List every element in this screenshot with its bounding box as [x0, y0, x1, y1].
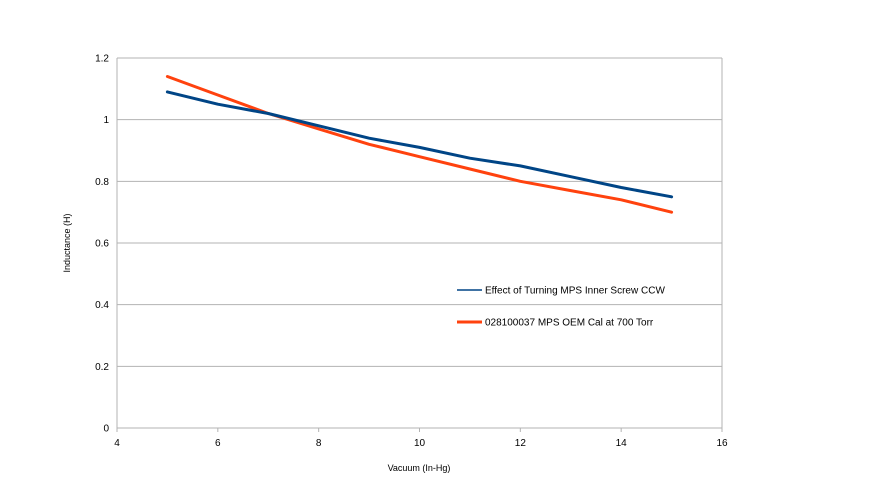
- y-tick-labels: 0 0.2 0.4 0.6 0.8 1 1.2: [95, 54, 109, 435]
- x-tick-label-6: 16: [716, 438, 728, 449]
- y-tick-label-2: 0.4: [95, 300, 109, 311]
- y-tick-label-6: 1.2: [95, 54, 109, 65]
- y-tick-label-0: 0: [103, 424, 109, 435]
- x-tick-label-2: 8: [316, 438, 322, 449]
- legend: Effect of Turning MPS Inner Screw CCW 028…: [457, 286, 665, 329]
- series-line-1: [165, 75, 674, 214]
- series-line-0: [165, 90, 674, 199]
- x-tick-label-5: 14: [616, 438, 628, 449]
- plot-axes: [116, 58, 723, 432]
- x-axis-title: Vacuum (In-Hg): [388, 463, 451, 473]
- y-tick-label-3: 0.6: [95, 239, 109, 250]
- x-tick-label-1: 6: [215, 438, 221, 449]
- x-tick-label-0: 4: [114, 438, 120, 449]
- y-tick-label-1: 0.2: [95, 362, 109, 373]
- y-tick-label-5: 1: [103, 115, 109, 126]
- grid-lines: [117, 57, 722, 429]
- x-tick-label-3: 10: [414, 438, 426, 449]
- x-tick-label-4: 12: [515, 438, 527, 449]
- y-axis-title: Inductance (H): [62, 213, 72, 272]
- legend-label-1: 028100037 MPS OEM Cal at 700 Torr: [485, 318, 654, 329]
- y-tick-label-4: 0.8: [95, 177, 109, 188]
- legend-label-0: Effect of Turning MPS Inner Screw CCW: [485, 286, 665, 297]
- series-lines: [165, 75, 674, 214]
- x-tick-labels: 4 6 8 10 12 14 16: [114, 438, 728, 449]
